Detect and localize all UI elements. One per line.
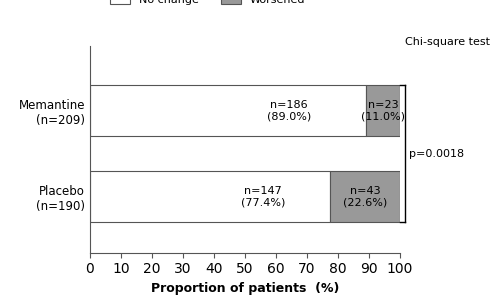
Bar bbox=[90, 171, 330, 222]
Bar bbox=[366, 85, 400, 136]
Text: p=0.0018: p=0.0018 bbox=[410, 149, 465, 159]
Text: n=186
(89.0%): n=186 (89.0%) bbox=[266, 100, 311, 121]
Text: n=23
(11.0%): n=23 (11.0%) bbox=[361, 100, 405, 121]
Text: Chi-square test: Chi-square test bbox=[405, 37, 490, 47]
Text: n=43
(22.6%): n=43 (22.6%) bbox=[343, 186, 387, 208]
X-axis label: Proportion of patients  (%): Proportion of patients (%) bbox=[151, 282, 339, 295]
Text: n=147
(77.4%): n=147 (77.4%) bbox=[240, 186, 285, 208]
Bar bbox=[90, 85, 366, 136]
Bar bbox=[330, 171, 400, 222]
Legend: No change, Worsened: No change, Worsened bbox=[106, 0, 310, 10]
